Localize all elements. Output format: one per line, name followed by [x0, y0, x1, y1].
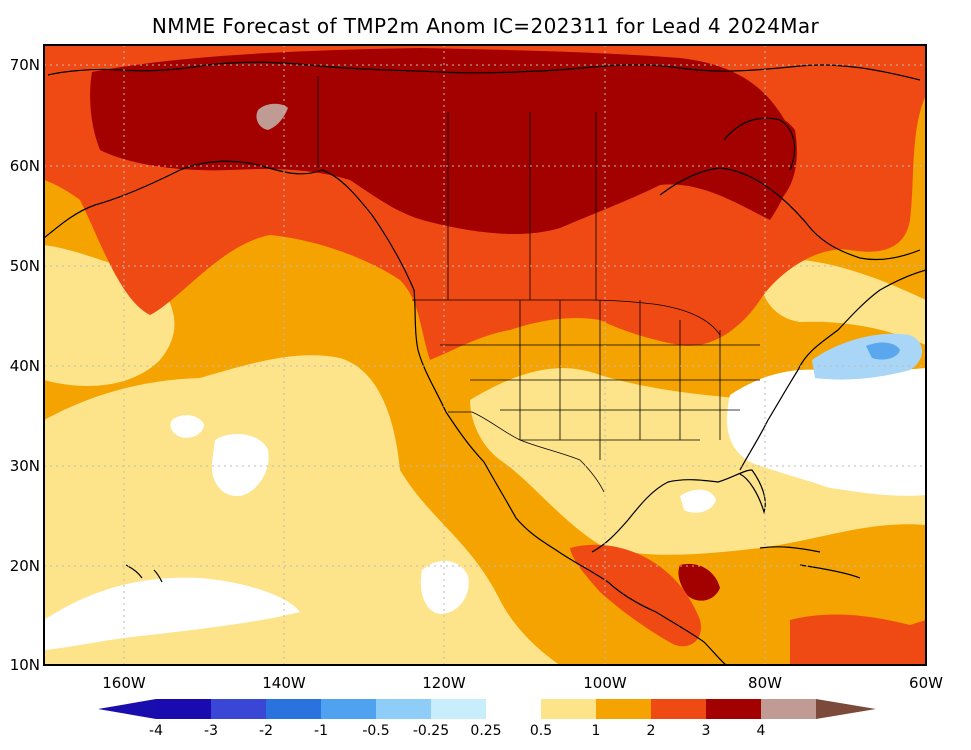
- field-blue-atlantic: [866, 342, 900, 360]
- colorbar-box: [431, 699, 487, 719]
- colorbar-box: [761, 699, 817, 719]
- field-darkred-hudson: [723, 112, 797, 200]
- anomaly-field: [44, 45, 926, 665]
- colorbar-box: [541, 699, 597, 719]
- lon-label: 100W: [583, 674, 627, 692]
- colorbar-box: [486, 699, 542, 719]
- field-white-east-us: [726, 368, 926, 496]
- colorbar-label: 4: [757, 723, 766, 739]
- lat-label: 30N: [10, 457, 40, 475]
- colorbar-box: [211, 699, 267, 719]
- colorbar-box: [596, 699, 652, 719]
- field-white-small-2: [420, 560, 469, 614]
- colorbar-label: -4: [149, 723, 163, 739]
- lat-label: 20N: [10, 557, 40, 575]
- field-darkred-canada: [90, 48, 794, 235]
- colorbar-label: 3: [702, 723, 711, 739]
- lat-label: 10N: [10, 656, 40, 674]
- colorbar-box: [651, 699, 707, 719]
- colorbar-box: [376, 699, 432, 719]
- lat-label: 50N: [10, 257, 40, 275]
- colorbar: -4 -3 -2 -1 -0.5 -0.25 0.25 0.5 1 2 3 4: [98, 699, 876, 739]
- lat-label: 70N: [10, 56, 40, 74]
- field-white-gulf: [680, 489, 716, 513]
- lat-label: 40N: [10, 357, 40, 375]
- field-brown-alaska: [256, 103, 288, 130]
- colorbar-label: -3: [204, 723, 218, 739]
- map-title: NMME Forecast of TMP2m Anom IC=202311 fo…: [151, 14, 820, 38]
- colorbar-box: [706, 699, 762, 719]
- lon-label: 120W: [422, 674, 466, 692]
- colorbar-label: 2: [647, 723, 656, 739]
- latitude-labels: 70N 60N 50N 40N 30N 20N 10N: [10, 56, 40, 674]
- grid-lines: [44, 45, 926, 665]
- colorbar-box: [156, 699, 212, 719]
- lat-label: 60N: [10, 157, 40, 175]
- longitude-labels: 160W 140W 120W 100W 80W 60W: [102, 674, 943, 692]
- colorbar-label: -1: [314, 723, 328, 739]
- field-white-pacific-south: [44, 577, 300, 650]
- lon-label: 140W: [262, 674, 306, 692]
- field-redorange-bottom: [790, 614, 926, 665]
- field-redorange-mexico: [570, 544, 701, 647]
- colorbar-boxes: [156, 699, 817, 719]
- colorbar-label: -2: [259, 723, 273, 739]
- colorbar-label: 0.25: [470, 723, 501, 739]
- political-boundaries: [317, 76, 760, 493]
- lon-label: 60W: [909, 674, 943, 692]
- colorbar-box: [266, 699, 322, 719]
- colorbar-box: [321, 699, 377, 719]
- colorbar-right-arrow: [816, 699, 876, 719]
- map-frame: [43, 44, 927, 666]
- colorbar-label: -0.5: [362, 723, 389, 739]
- colorbar-labels: -4 -3 -2 -1 -0.5 -0.25 0.25 0.5 1 2 3 4: [149, 723, 766, 739]
- field-white-small-1: [170, 415, 204, 438]
- field-yellow-atlantic: [759, 258, 926, 345]
- colorbar-label: 1: [592, 723, 601, 739]
- coastlines: [44, 61, 926, 665]
- colorbar-left-arrow: [98, 699, 156, 719]
- lon-label: 80W: [748, 674, 782, 692]
- lon-label: 160W: [102, 674, 146, 692]
- colorbar-label: -0.25: [413, 723, 449, 739]
- field-yellow-mexico-us: [470, 368, 926, 555]
- field-darkred-central-america: [678, 563, 720, 601]
- colorbar-label: 0.5: [530, 723, 552, 739]
- field-white-pacific-mid: [211, 434, 269, 497]
